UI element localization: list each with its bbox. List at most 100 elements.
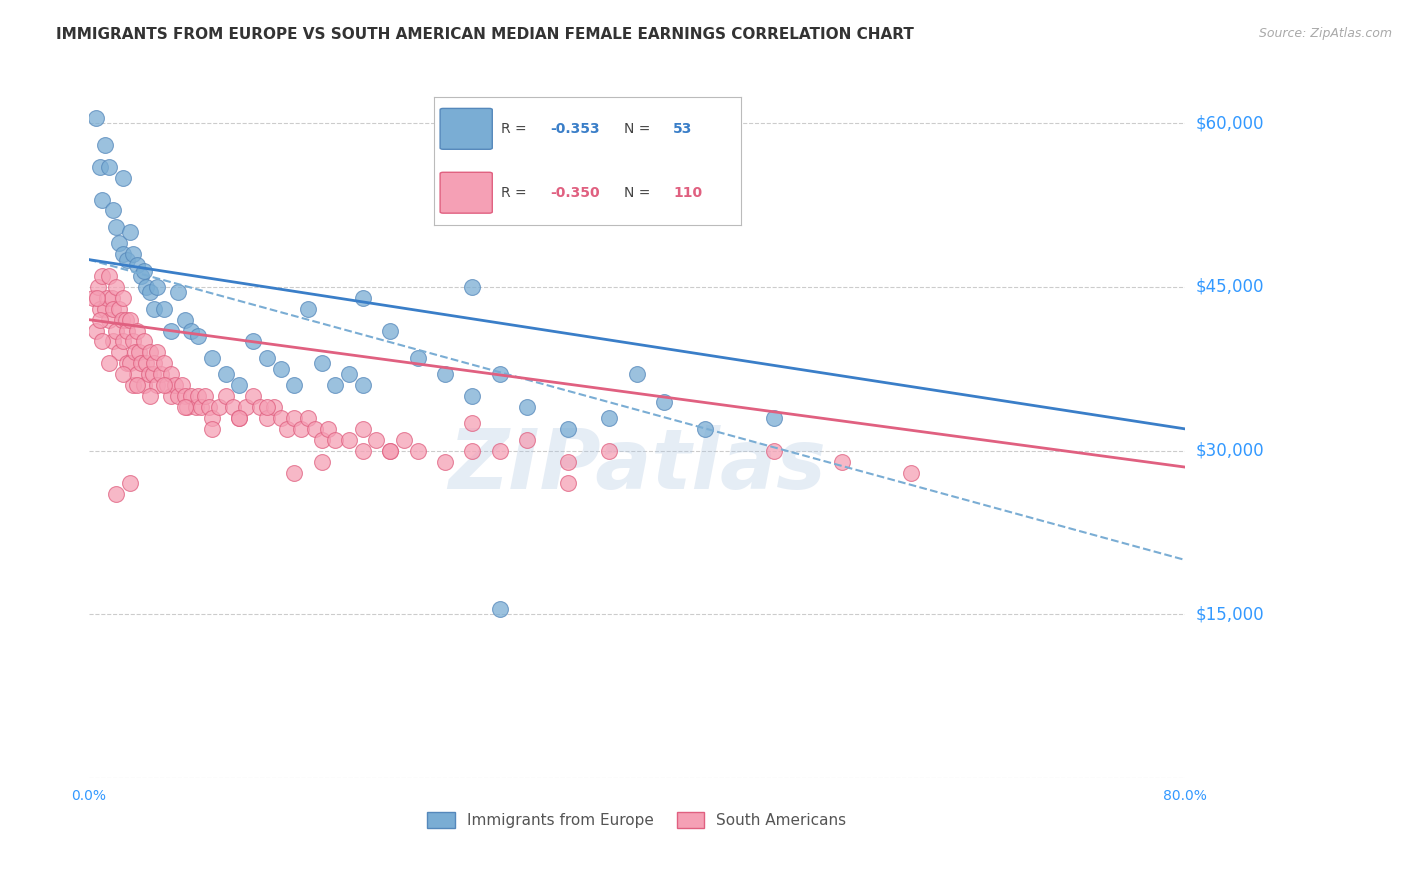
Point	[153, 378, 176, 392]
Point	[153, 301, 176, 316]
Point	[378, 443, 401, 458]
Point	[105, 487, 128, 501]
Point	[121, 334, 143, 349]
Point	[318, 422, 340, 436]
Point	[138, 368, 160, 382]
Point	[132, 263, 155, 277]
Point	[598, 411, 620, 425]
Point	[105, 324, 128, 338]
Point	[173, 400, 195, 414]
Point	[146, 280, 169, 294]
Point	[160, 389, 183, 403]
Point	[270, 411, 292, 425]
Point	[146, 378, 169, 392]
Point	[831, 454, 853, 468]
Point	[98, 356, 121, 370]
Point	[228, 411, 250, 425]
Point	[166, 389, 188, 403]
Point	[242, 389, 264, 403]
Point	[128, 345, 150, 359]
Point	[184, 400, 207, 414]
Point	[557, 422, 579, 436]
Text: $60,000: $60,000	[1197, 114, 1264, 132]
Point	[111, 247, 134, 261]
Point	[143, 356, 166, 370]
Point	[270, 361, 292, 376]
Point	[101, 291, 124, 305]
Point	[160, 324, 183, 338]
Point	[111, 291, 134, 305]
Point	[94, 301, 117, 316]
Text: ZIPatlas: ZIPatlas	[447, 425, 825, 507]
Point	[166, 285, 188, 300]
Point	[115, 356, 138, 370]
Point	[111, 334, 134, 349]
Point	[187, 329, 209, 343]
Point	[366, 433, 388, 447]
Point	[488, 602, 510, 616]
Point	[125, 324, 148, 338]
Point	[215, 368, 238, 382]
Point	[118, 312, 141, 326]
Point	[89, 312, 111, 326]
Point	[337, 433, 360, 447]
Point	[762, 411, 785, 425]
Text: IMMIGRANTS FROM EUROPE VS SOUTH AMERICAN MEDIAN FEMALE EARNINGS CORRELATION CHAR: IMMIGRANTS FROM EUROPE VS SOUTH AMERICAN…	[56, 27, 914, 42]
Point	[311, 454, 333, 468]
Point	[187, 389, 209, 403]
Point	[105, 219, 128, 234]
Point	[201, 411, 224, 425]
Point	[488, 368, 510, 382]
Point	[89, 301, 111, 316]
Point	[461, 280, 484, 294]
Point	[129, 356, 152, 370]
Point	[352, 422, 374, 436]
Point	[352, 291, 374, 305]
Point	[115, 252, 138, 267]
Point	[173, 312, 195, 326]
Point	[228, 378, 250, 392]
Point	[170, 378, 193, 392]
Point	[325, 433, 347, 447]
Point	[142, 368, 165, 382]
Point	[139, 345, 162, 359]
Point	[198, 400, 221, 414]
Point	[201, 351, 224, 365]
Point	[304, 422, 326, 436]
Point	[111, 170, 134, 185]
Point	[98, 312, 121, 326]
Text: Source: ZipAtlas.com: Source: ZipAtlas.com	[1258, 27, 1392, 40]
Point	[135, 356, 157, 370]
Point	[221, 400, 243, 414]
Point	[311, 433, 333, 447]
Point	[111, 368, 134, 382]
Point	[263, 400, 285, 414]
Point	[139, 389, 162, 403]
Point	[276, 422, 298, 436]
Point	[132, 334, 155, 349]
Point	[84, 324, 107, 338]
Point	[311, 356, 333, 370]
Text: $45,000: $45,000	[1197, 278, 1264, 296]
Point	[124, 345, 146, 359]
Point	[125, 368, 148, 382]
Point	[103, 203, 125, 218]
Point	[103, 301, 125, 316]
Point	[208, 400, 231, 414]
Point	[626, 368, 648, 382]
Point	[290, 422, 312, 436]
Point	[121, 247, 143, 261]
Legend: Immigrants from Europe, South Americans: Immigrants from Europe, South Americans	[420, 806, 852, 834]
Point	[352, 378, 374, 392]
Point	[190, 400, 212, 414]
Point	[256, 351, 278, 365]
Point	[392, 433, 415, 447]
Point	[125, 258, 148, 272]
Point	[176, 400, 198, 414]
Point	[180, 389, 202, 403]
Point	[121, 378, 143, 392]
Point	[378, 324, 401, 338]
Text: $15,000: $15,000	[1197, 606, 1264, 624]
Point	[406, 351, 429, 365]
Point	[598, 443, 620, 458]
